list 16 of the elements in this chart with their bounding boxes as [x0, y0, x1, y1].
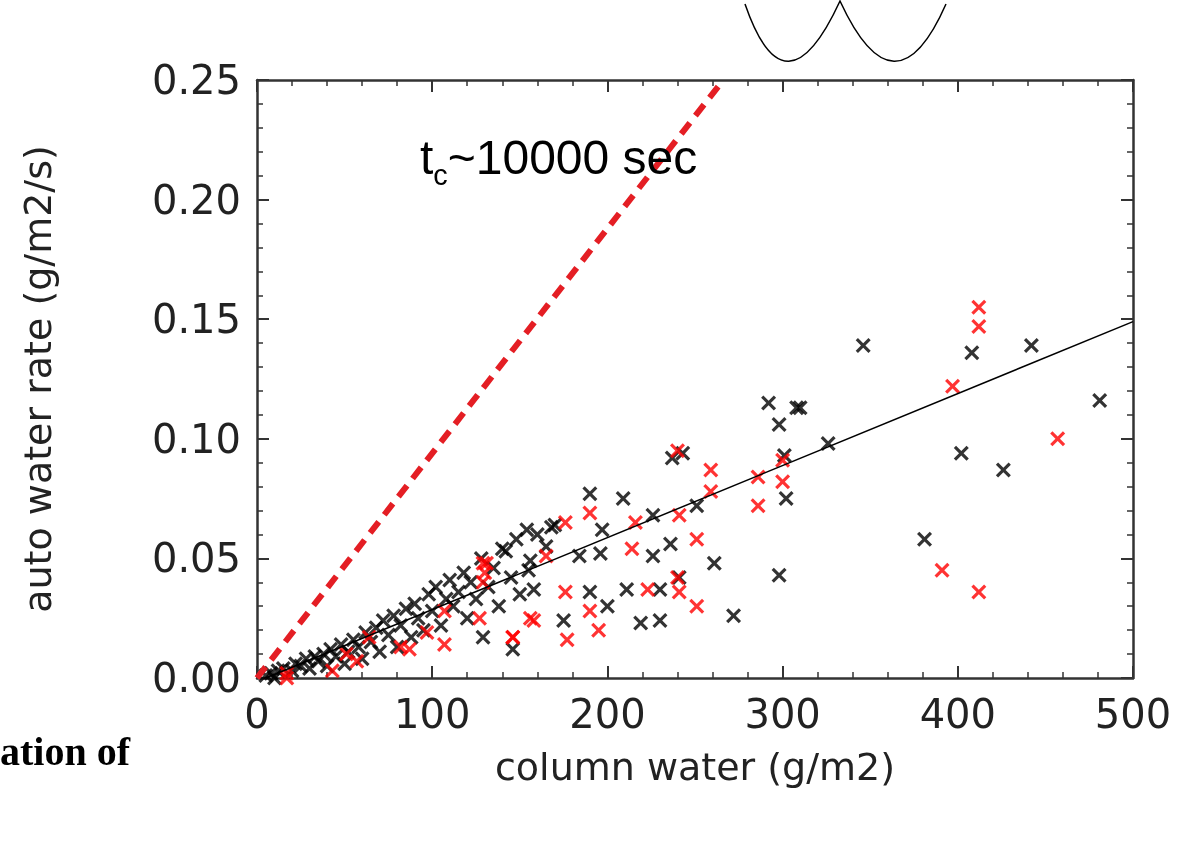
x-tick-label: 300	[744, 691, 821, 737]
x-tick-label: 0	[244, 691, 270, 737]
x-tick-label: 500	[1094, 691, 1172, 737]
text: ation of	[0, 728, 130, 775]
y-tick-label: 0.10	[151, 415, 241, 462]
x-tick-label: 100	[394, 691, 471, 737]
y-tick-label: 0.25	[151, 57, 241, 103]
y-axis-title: auto water rate (g/m2/s)	[16, 145, 60, 613]
x-tick-label: 200	[569, 691, 646, 737]
y-tick-label: 0.00	[151, 655, 241, 701]
y-tick-label: 0.20	[151, 176, 241, 223]
y-tick-label: 0.15	[151, 296, 241, 343]
x-tick-label: 400	[919, 691, 996, 737]
y-tick-label: 0.05	[151, 535, 241, 582]
x-axis-title: column water (g/m2)	[494, 745, 896, 789]
annotation: t$_{c}$~10000 sec	[420, 130, 698, 192]
